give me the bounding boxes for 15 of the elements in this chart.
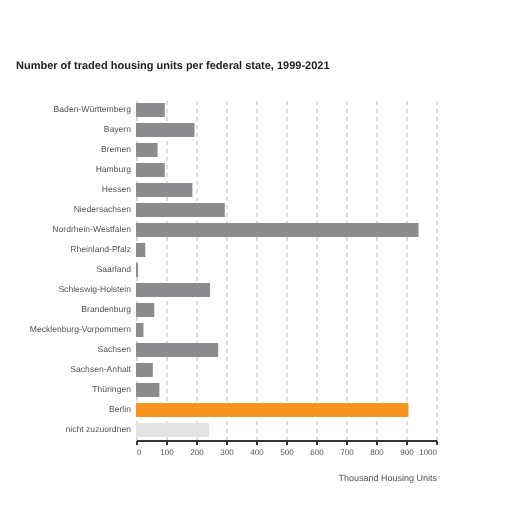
bar <box>136 343 219 357</box>
bar <box>136 203 225 217</box>
bar <box>136 303 155 317</box>
bar <box>136 183 193 197</box>
bar <box>136 283 211 297</box>
bar <box>136 363 153 377</box>
bar <box>136 103 165 117</box>
bar <box>136 143 158 157</box>
bar <box>136 383 160 397</box>
bar <box>136 163 165 177</box>
bar <box>136 223 419 237</box>
bar <box>136 323 144 337</box>
bar <box>136 403 409 417</box>
bar <box>136 243 146 257</box>
bar <box>136 123 195 137</box>
